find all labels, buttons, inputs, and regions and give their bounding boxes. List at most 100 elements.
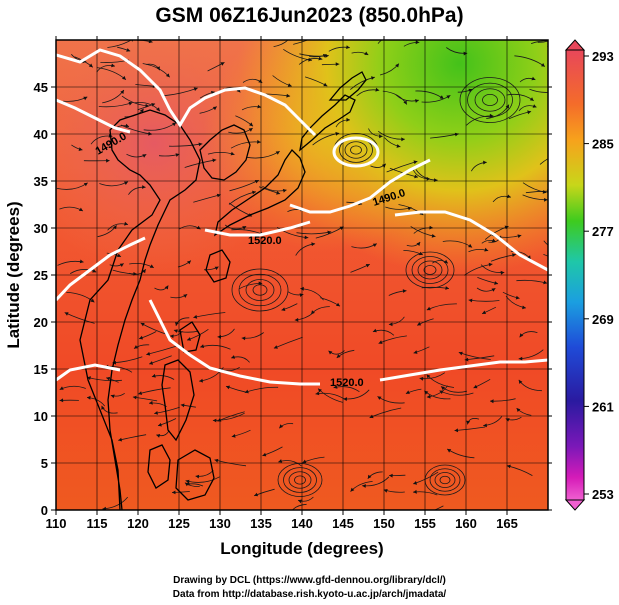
streamline-arrow [553, 39, 557, 43]
streamline-arrow [336, 302, 340, 307]
streamline-arrow [120, 90, 124, 94]
streamline-arrow [282, 188, 287, 193]
vortex-ring [350, 145, 362, 155]
streamline [529, 88, 548, 93]
vortex-ring [283, 467, 317, 493]
streamline-arrow [214, 266, 219, 271]
temperature-field: 1490.0 1490.0 1520.0 1520.0 [56, 39, 564, 510]
streamline-arrow [78, 147, 83, 151]
vortex-ring [294, 475, 306, 485]
streamline-arrow [117, 253, 121, 257]
streamline-arrow [377, 396, 382, 400]
streamline-arrow [544, 198, 548, 202]
streamline-arrow [185, 479, 190, 484]
vortex-ring [482, 93, 498, 107]
vortex-ring [344, 141, 368, 159]
streamline-arrow [148, 40, 153, 44]
streamline-arrow [165, 73, 170, 78]
streamline-arrow [522, 305, 526, 310]
vortex-ring [245, 279, 275, 301]
streamline-arrow [184, 482, 189, 487]
streamline [539, 158, 548, 165]
streamline-arrow [149, 400, 153, 405]
streamline-arrow [439, 95, 444, 99]
streamline-arrow [429, 225, 433, 230]
streamline-arrow [375, 87, 380, 92]
streamline-arrow [473, 384, 478, 389]
streamline-arrow [193, 314, 198, 319]
colorbar-tick-label: 285 [592, 137, 614, 152]
streamline-arrow [407, 206, 412, 211]
streamline-arrow [119, 263, 124, 267]
streamline-arrow [187, 337, 191, 341]
streamline-arrow [187, 260, 191, 265]
streamline-arrow [491, 238, 496, 243]
x-tick-label: 150 [373, 516, 395, 531]
streamline-arrow [88, 63, 93, 68]
vortex-ring [429, 468, 461, 492]
streamline-arrow [333, 385, 338, 389]
x-tick-label: 165 [496, 516, 518, 531]
streamline-arrow [378, 340, 383, 344]
contour-label: 1520.0 [330, 377, 364, 389]
streamline-arrow [483, 423, 487, 428]
streamline-arrow [59, 386, 64, 390]
x-tick-label: 120 [127, 516, 149, 531]
streamline-arrow [415, 99, 419, 103]
streamline-arrow [543, 280, 548, 285]
streamline-arrow [468, 88, 473, 93]
streamline [537, 40, 548, 43]
streamline-arrow [200, 344, 205, 348]
streamline-arrow [541, 63, 545, 67]
streamline-arrow [424, 390, 429, 395]
streamline-arrow [279, 424, 284, 429]
streamline-arrow [560, 249, 564, 253]
x-axis-label: Longitude (degrees) [220, 539, 383, 558]
streamline-arrow [278, 459, 283, 463]
streamline-arrow [559, 88, 563, 92]
streamline-arrow [118, 437, 123, 442]
streamline-arrow [212, 418, 217, 423]
streamline-arrow [512, 253, 516, 257]
streamline-arrow [372, 328, 377, 333]
streamline-arrow [506, 194, 511, 199]
streamline-arrow [519, 333, 524, 338]
streamline-arrow [426, 394, 431, 399]
streamline-arrow [139, 335, 143, 340]
vortex-ring [231, 268, 289, 312]
streamline-arrow [383, 489, 388, 493]
streamline-arrow [464, 357, 469, 362]
streamline-arrow [494, 281, 498, 285]
streamline-arrow [128, 101, 133, 106]
streamline-arrow [304, 235, 309, 240]
streamline-arrow [172, 490, 176, 495]
streamline-arrow [175, 153, 180, 157]
streamline-arrow [106, 376, 111, 381]
streamline [543, 254, 548, 257]
x-tick-label: 110 [46, 516, 67, 531]
streamline-arrow [151, 373, 156, 378]
streamline-arrow [318, 388, 322, 393]
vortex-ring [238, 273, 282, 307]
streamline-arrow [416, 242, 421, 246]
streamline-arrow [83, 182, 88, 187]
streamline-arrow [138, 391, 143, 395]
streamline-arrow [142, 269, 146, 274]
streamline-arrow [83, 96, 88, 101]
streamline-arrow [212, 106, 217, 111]
streamline-arrow [401, 137, 405, 142]
vortex-ring [252, 284, 268, 296]
streamline-arrow [426, 374, 431, 379]
streamline-arrow [323, 82, 328, 87]
vortex-ring [417, 260, 443, 280]
streamline-arrow [281, 307, 286, 311]
streamline [547, 45, 548, 48]
streamline-arrow [402, 289, 407, 293]
map-title: GSM 06Z16Jun2023 (850.0hPa) [155, 4, 464, 27]
y-tick-label: 20 [34, 315, 48, 330]
streamline-arrow [515, 295, 520, 300]
streamline-arrow [226, 385, 230, 390]
y-tick-label: 5 [41, 456, 48, 471]
streamline-arrow [220, 62, 225, 66]
